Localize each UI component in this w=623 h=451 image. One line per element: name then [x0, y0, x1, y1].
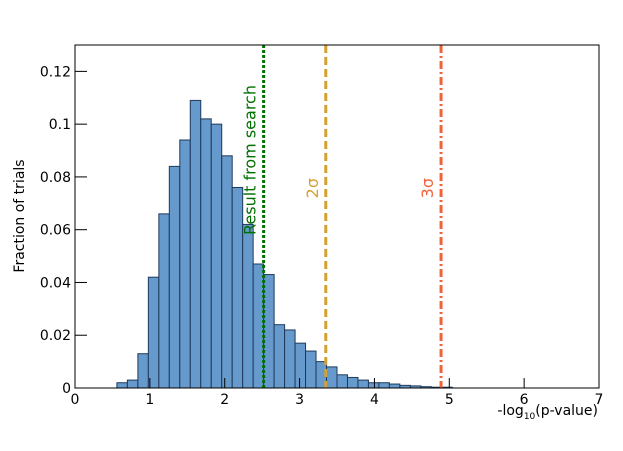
y-tick-label: 0.12: [40, 64, 71, 80]
bar: [116, 382, 128, 389]
bar: [273, 324, 286, 389]
bar: [336, 374, 348, 389]
bar: [346, 376, 359, 389]
bar: [294, 342, 307, 389]
bar: [126, 379, 139, 389]
y-tick-label: 0.1: [49, 117, 71, 133]
x-label-prefix: -log: [497, 403, 523, 419]
bar: [284, 329, 296, 389]
bar: [305, 350, 317, 389]
bar: [137, 353, 149, 389]
y-tick-label: 0.02: [40, 328, 71, 344]
x-label-sub: 10: [524, 412, 536, 422]
y-tick-label: 0: [62, 381, 71, 397]
y-tick-label: 0.08: [40, 170, 71, 186]
x-tick-label: 6: [520, 392, 529, 408]
marker-label: Result from search: [241, 85, 260, 235]
x-axis-label: -log10(p-value): [497, 403, 598, 422]
bar: [179, 139, 191, 389]
bar: [378, 382, 390, 389]
x-tick-label: 3: [295, 392, 304, 408]
bar: [158, 213, 170, 389]
y-tick-label: 0.04: [40, 275, 71, 291]
bar: [252, 263, 265, 389]
x-label-suffix: (p-value): [535, 403, 598, 419]
x-tick-label: 5: [445, 392, 454, 408]
bar: [210, 123, 223, 389]
bar: [147, 276, 160, 389]
plot-frame: [74, 44, 600, 389]
bar: [189, 99, 202, 389]
bar: [221, 155, 233, 389]
bar: [168, 165, 181, 389]
marker-label: 2σ: [303, 178, 322, 198]
bar: [242, 223, 254, 389]
x-tick-label: 1: [145, 392, 154, 408]
bar: [326, 366, 338, 389]
bar: [263, 274, 275, 389]
bar: [367, 382, 380, 389]
x-tick-label: 2: [220, 392, 229, 408]
marker-label: 3σ: [418, 178, 437, 198]
bar: [200, 118, 212, 389]
y-axis-label: Fraction of trials: [12, 159, 28, 272]
x-tick-label: 7: [595, 392, 604, 408]
x-tick-label: 0: [71, 392, 80, 408]
bar: [388, 383, 401, 389]
bar: [357, 379, 369, 389]
y-tick-label: 0.06: [40, 223, 71, 239]
x-tick-label: 4: [370, 392, 379, 408]
